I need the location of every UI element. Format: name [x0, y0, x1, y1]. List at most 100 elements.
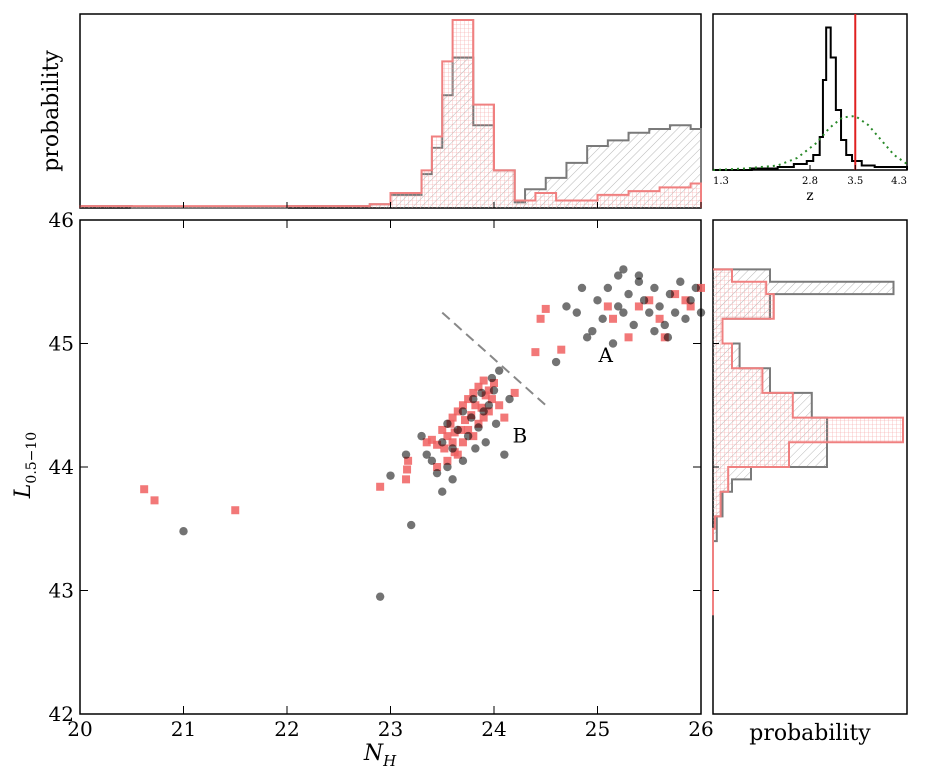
scatter-point-black: [443, 419, 452, 428]
scatter-point-red: [453, 407, 462, 416]
z-histogram-ticks: 1.3 2.8 3.5 4.3: [712, 165, 908, 187]
l-histogram-outline: [712, 268, 895, 616]
scatter-point-red: [404, 456, 413, 465]
scatter-point-black: [481, 438, 490, 447]
scatter-point-red: [510, 388, 519, 397]
scatter-point-black: [686, 296, 695, 305]
scatter-point-red: [645, 296, 654, 305]
scatter-point-black: [619, 265, 628, 274]
scatter-point-black: [491, 419, 501, 428]
scatter-point-black: [577, 283, 587, 293]
scatter-point-black: [448, 444, 457, 453]
scatter-point-red: [402, 475, 411, 484]
scatter-xtick-label: 23: [378, 717, 403, 741]
scatter-point-black: [487, 373, 497, 383]
scatter-point-red: [484, 407, 493, 416]
scatter-point-red: [376, 482, 385, 491]
scatter-point-black: [582, 333, 592, 342]
scatter-point-black: [598, 314, 607, 323]
scatter-ytick-label: 45: [49, 332, 74, 356]
scatter-point-black: [665, 289, 675, 299]
scatter-point-black: [629, 320, 638, 330]
scatter-point-red: [481, 391, 490, 400]
z-histogram-xlabel: z: [806, 188, 813, 204]
nh-histogram-series: [79, 19, 702, 209]
scatter-point-red: [634, 302, 643, 311]
scatter-point-black: [670, 308, 680, 317]
scatter-point-black: [572, 308, 581, 317]
scatter-xtick-label: 24: [481, 717, 506, 741]
scatter-point-black: [614, 271, 623, 280]
l-histogram-ticks: [713, 219, 719, 715]
scatter-point-black: [681, 314, 690, 323]
scatter-point-red: [443, 456, 452, 465]
scatter-xtick-label: 20: [67, 717, 92, 741]
scatter-point-red: [150, 496, 159, 505]
scatter-point-red: [536, 314, 545, 323]
z-xtick-label: 4.3: [891, 176, 907, 187]
scatter-point-black: [479, 407, 488, 416]
scatter-point-red: [603, 302, 612, 311]
scatter-point-black: [691, 283, 701, 293]
scatter-point-black: [634, 271, 644, 280]
nh-histogram-panel: probability: [39, 13, 702, 209]
scatter-point-red: [448, 413, 457, 422]
scatter-point-black: [489, 386, 499, 395]
scatter-point-black: [663, 333, 673, 342]
scatter-ytick-label: 44: [49, 455, 74, 479]
scatter-ylabel-main: L: [11, 484, 36, 500]
scatter-point-black: [179, 527, 188, 536]
z-histogram-outline: [713, 26, 908, 171]
scatter-point-red: [458, 438, 467, 447]
scatter-point-black: [645, 308, 654, 317]
scatter-ylabel: L0.5−10: [11, 432, 40, 499]
scatter-point-black: [453, 425, 462, 435]
scatter-point-red: [500, 413, 509, 422]
scatter-point-black: [448, 475, 457, 484]
scatter-point-black: [619, 308, 628, 317]
nh-histogram-ticks: [79, 202, 702, 208]
scatter-point-red: [433, 440, 442, 449]
scatter-xlabel-sub: H: [382, 752, 397, 770]
annotation-b: B: [513, 423, 528, 447]
scatter-point-red: [484, 386, 493, 395]
scatter-point-black: [463, 431, 473, 441]
scatter-point-red: [471, 401, 480, 410]
annotation-a: A: [598, 343, 614, 367]
scatter-point-red: [495, 401, 504, 410]
z-xtick-label: 2.8: [802, 176, 818, 187]
scatter-point-black: [639, 296, 649, 305]
scatter-point-black: [551, 357, 561, 367]
scatter-point-black: [458, 407, 468, 416]
scatter-point-black: [562, 302, 571, 311]
scatter-point-red: [655, 314, 664, 323]
scatter-point-red: [438, 425, 447, 434]
z-prior-curve: [712, 114, 908, 171]
scatter-point-black: [494, 366, 504, 375]
scatter-xlabel-main: N: [363, 741, 384, 766]
scatter-point-black: [696, 308, 706, 317]
scatter-point-red: [541, 304, 550, 313]
scatter-point-black: [386, 471, 395, 480]
scatter-point-black: [469, 394, 478, 404]
scatter-point-black: [375, 592, 385, 601]
nh-histogram-fill: [80, 57, 701, 208]
scatter-point-red: [469, 388, 478, 397]
scatter-points: [140, 265, 706, 601]
scatter-point-red: [469, 432, 478, 441]
scatter-point-black: [467, 413, 476, 422]
scatter-point-black: [438, 438, 447, 447]
scatter-point-red: [477, 403, 486, 412]
scatter-point-black: [650, 326, 659, 336]
z-histogram-frame: [712, 13, 908, 171]
scatter-xtick-label: 22: [274, 717, 299, 741]
scatter-point-red: [609, 314, 618, 323]
scatter-point-black: [417, 431, 426, 441]
scatter-point-black: [676, 277, 685, 286]
scatter-point-red: [433, 463, 442, 471]
scatter-point-red: [403, 465, 412, 474]
scatter-point-black: [438, 487, 447, 496]
scatter-point-black: [443, 462, 452, 472]
scatter-ylabel-sub: 0.5−10: [24, 432, 40, 484]
